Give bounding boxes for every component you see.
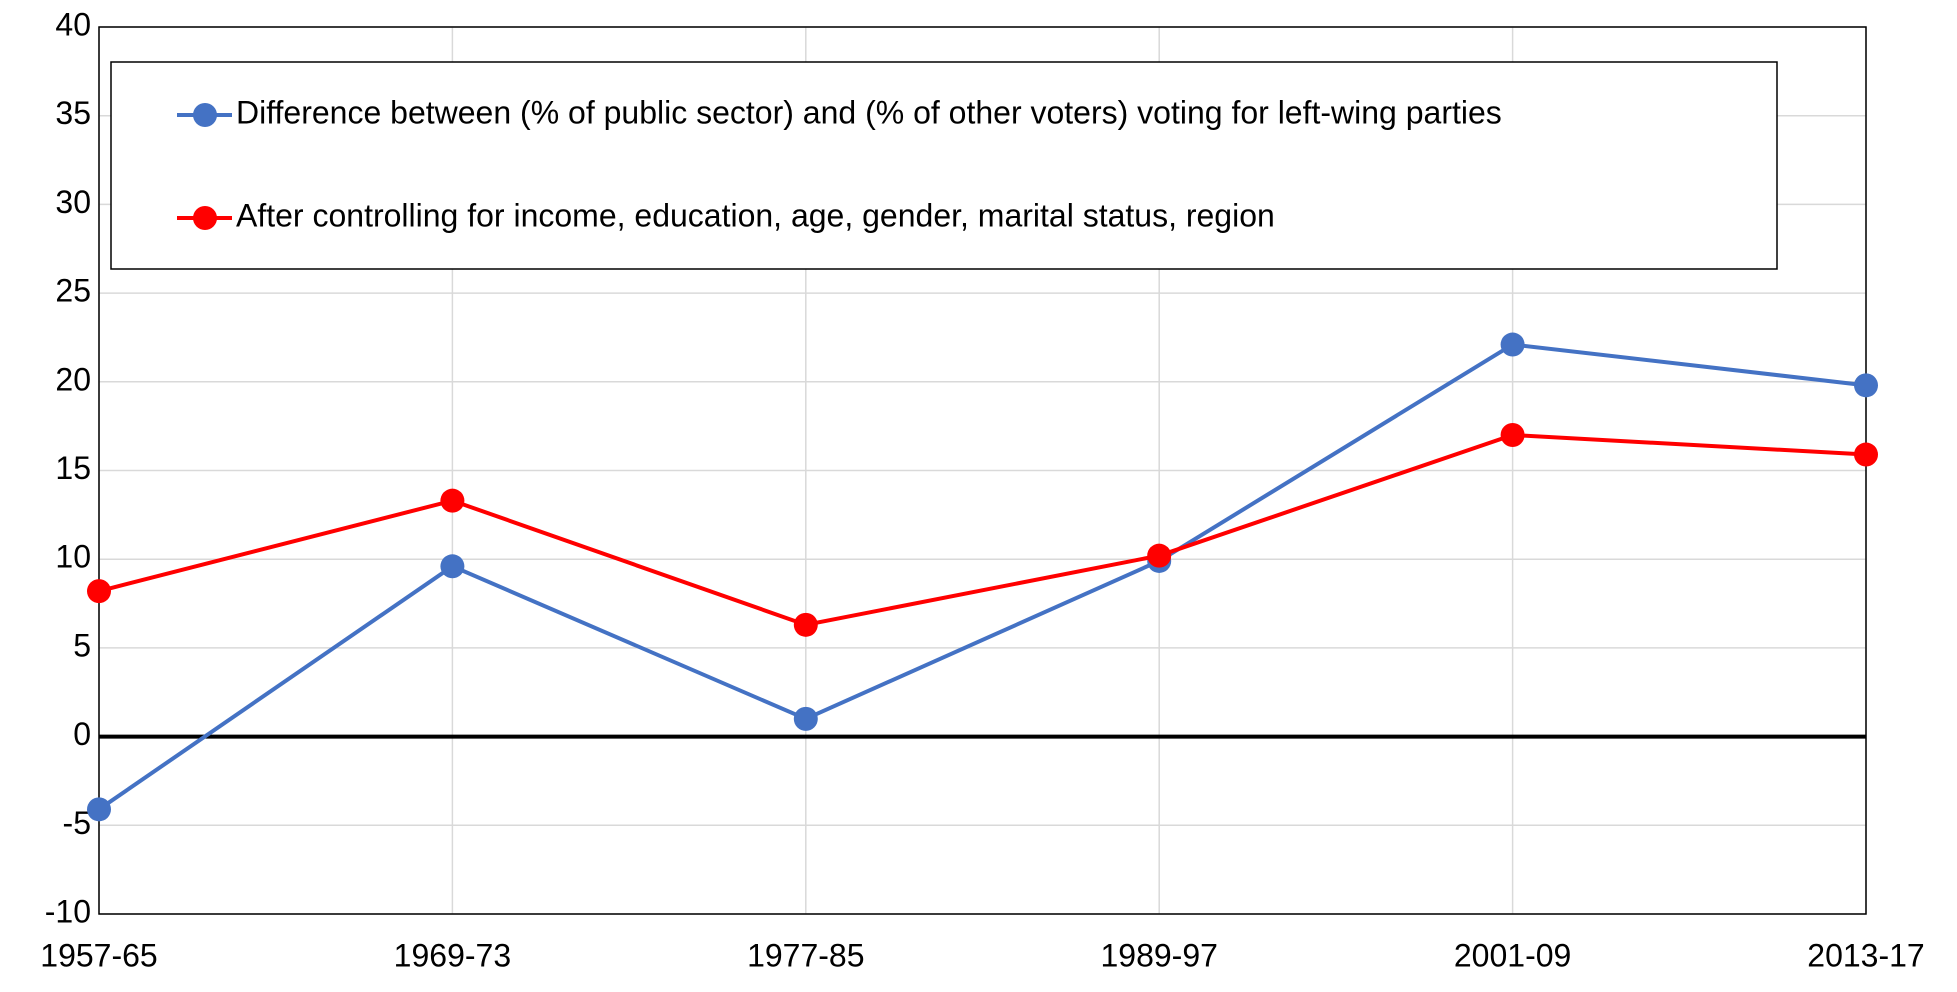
legend-label: After controlling for income, education,… [236,197,1275,233]
x-tick-label: 2001-09 [1454,937,1571,973]
legend-box [110,61,1778,270]
y-tick-label: 15 [55,450,91,486]
y-tick-label: 5 [73,627,91,663]
data-point [87,797,111,822]
data-point [1500,332,1525,357]
x-tick-label: 2013-17 [1807,937,1924,973]
series-line [97,342,1867,811]
y-tick-label: -10 [45,893,91,929]
plot-border [98,26,1867,915]
x-tick-label: 1969-73 [394,937,511,973]
y-tick-label: 25 [55,273,91,309]
y-tick-label: 0 [73,716,91,752]
data-point [793,706,818,731]
y-tick-label: 30 [55,184,91,220]
y-tick-label: 10 [55,539,91,575]
x-tick-label: 1977-85 [747,937,864,973]
data-point [87,579,111,604]
legend-label: Difference between (% of public sector) … [236,94,1502,130]
data-point [1147,543,1172,568]
x-tick-label: 1957-65 [40,937,157,973]
x-tick-label: 1989-97 [1100,937,1217,973]
data-point [1500,423,1525,448]
y-tick-label: 40 [55,6,91,42]
legend-marker [193,206,217,230]
y-tick-label: -5 [63,805,91,841]
y-tick-label: 35 [55,95,91,131]
data-point [440,554,465,579]
legend-marker [193,103,217,127]
data-point [1854,442,1878,467]
data-point [1854,373,1878,398]
data-point [793,612,818,637]
series-line [98,433,1867,627]
data-point [440,488,465,513]
y-tick-label: 20 [55,361,91,397]
